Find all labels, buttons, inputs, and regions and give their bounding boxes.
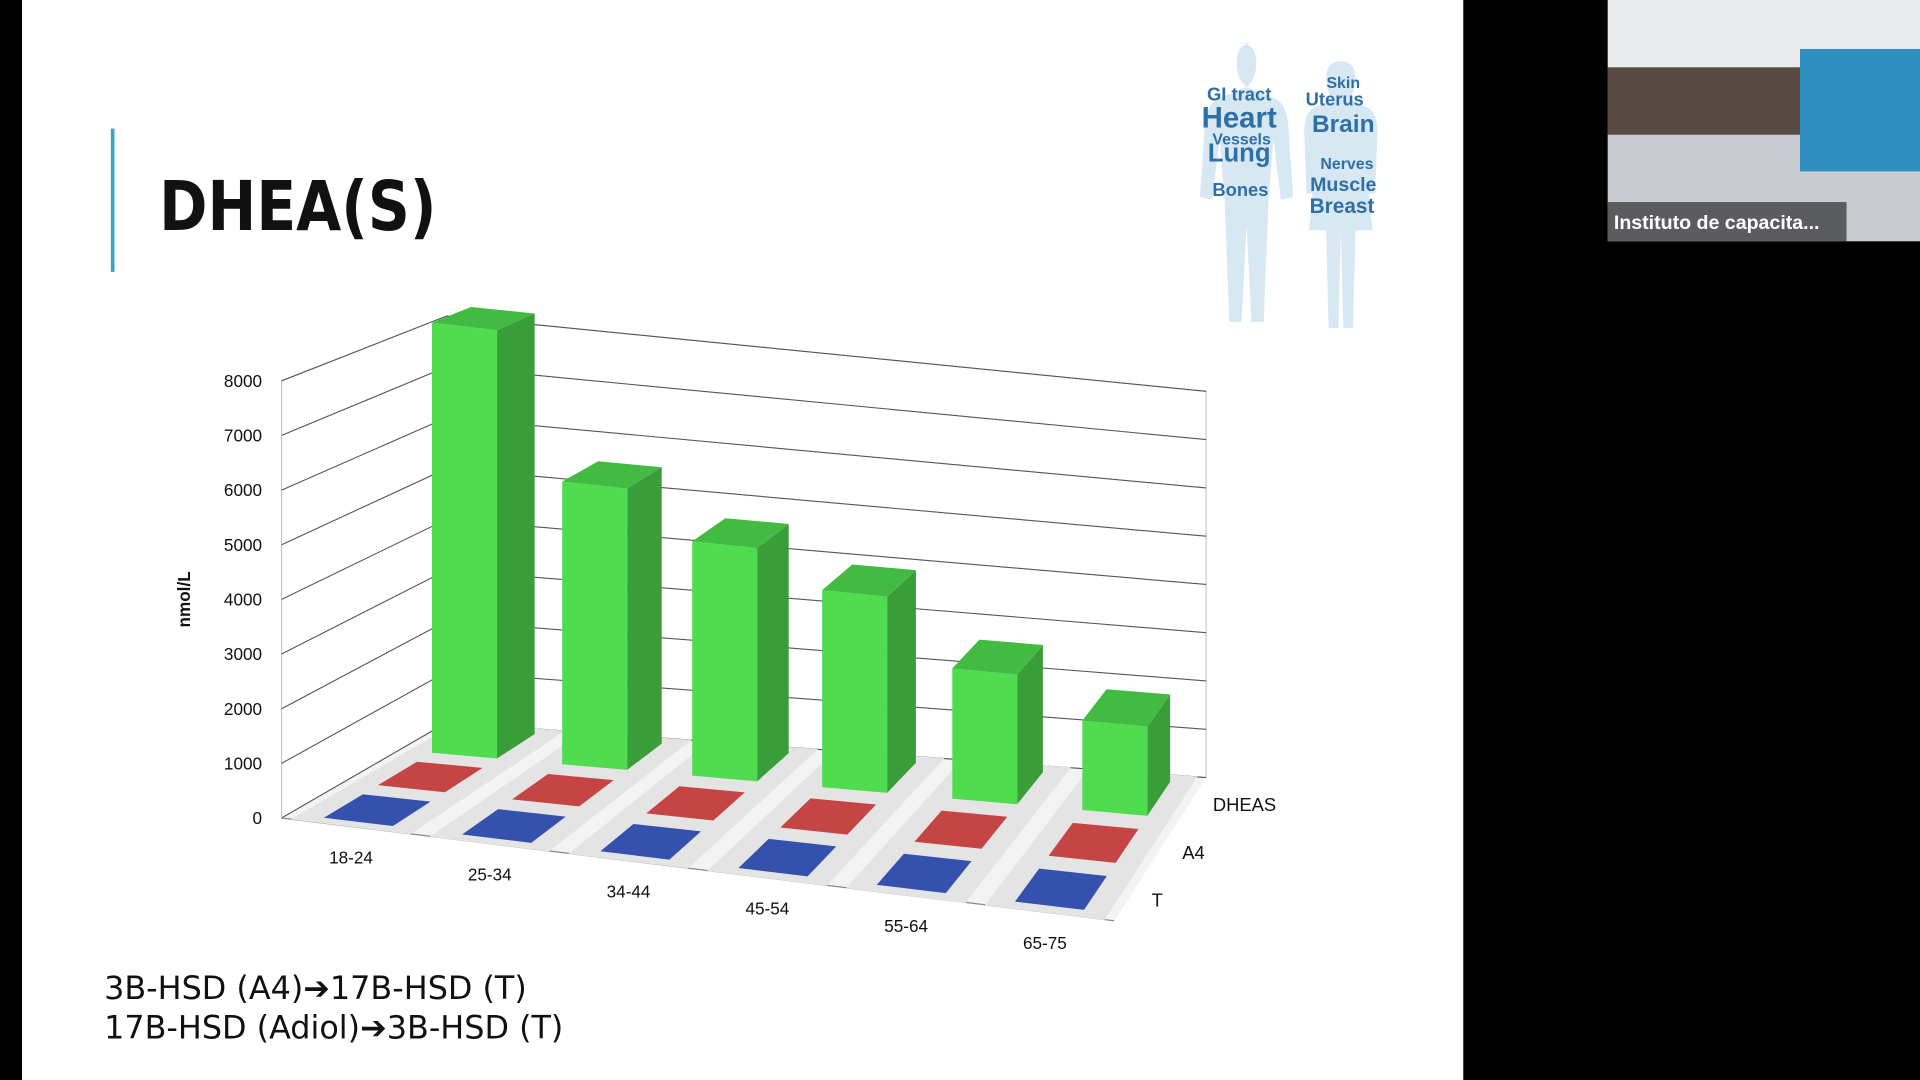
x-tick-label: 55-64 [884, 916, 928, 936]
y-tick-label: 1000 [224, 753, 262, 773]
bar-side [497, 313, 535, 759]
note: 3B-HSD (A4)➔17B-HSD (T) [104, 969, 527, 1007]
bar-top [952, 639, 1043, 675]
note: 17B-HSD (Adiol)➔3B-HSD (T) [104, 1008, 563, 1046]
bar-top [738, 838, 837, 877]
bar-side [1147, 694, 1171, 816]
series-label: T [1152, 890, 1163, 911]
chart: 0 1000 2000 3000 4000 5000 6000 7000 8000 nmol/L 1… [174, 306, 1276, 953]
x-axis [281, 817, 1115, 922]
bar-top [822, 564, 916, 597]
word-cloud-word: Vessels [1212, 131, 1271, 148]
y-tick-label: 4000 [224, 590, 262, 610]
word-cloud-word: Breast [1310, 195, 1375, 218]
y-tick-label: 5000 [224, 535, 262, 555]
x-tick-label: 34-44 [607, 882, 651, 902]
bar [692, 541, 758, 782]
series-label: A4 [1182, 842, 1204, 863]
bar [562, 481, 628, 770]
word-cloud-word: Nerves [1320, 156, 1373, 173]
bar-side [1017, 644, 1043, 805]
bar-top [1048, 822, 1139, 863]
grid-line [281, 315, 1207, 392]
video-tile-label: Instituto de capacita... [1614, 212, 1820, 234]
bar-top [876, 853, 972, 894]
bar-top [692, 518, 789, 549]
y-tick-label: 8000 [224, 371, 262, 391]
bar [822, 590, 888, 793]
word-cloud-word: Skin [1326, 75, 1360, 92]
bar-top [1082, 689, 1171, 727]
y-tick-label: 7000 [224, 426, 262, 446]
bar-side [627, 467, 662, 770]
bar-side [887, 570, 916, 793]
slide-title: DHEA(S) [159, 168, 436, 248]
bar [1082, 720, 1148, 816]
x-tick-label: 18-24 [329, 847, 373, 867]
y-tick-label: 3000 [224, 644, 262, 664]
bar-top [1014, 868, 1107, 910]
y-tick-label: 2000 [224, 699, 262, 719]
bar-top [600, 823, 702, 860]
bar-top [323, 794, 431, 827]
bar-top [914, 810, 1008, 849]
x-tick-label: 25-34 [468, 864, 512, 884]
word-cloud-word: Lung [1208, 140, 1271, 168]
word-cloud-word: Muscle [1310, 174, 1376, 196]
x-tick-label: 65-75 [1023, 933, 1067, 953]
word-cloud-word: Uterus [1306, 88, 1364, 109]
bar-top [462, 809, 566, 843]
word-cloud-figures [1200, 42, 1378, 329]
word-cloud-word: GI tract [1207, 83, 1271, 104]
y-tick-label: 6000 [224, 480, 262, 500]
word-cloud-word: Bones [1212, 179, 1268, 200]
word-cloud-word: Brain [1312, 111, 1375, 138]
bar [432, 322, 498, 759]
bar-top [562, 461, 662, 489]
bar-top [432, 306, 535, 331]
bar-top [780, 798, 877, 835]
series-label: DHEAS [1213, 794, 1276, 815]
y-axis-title: nmol/L [174, 571, 194, 627]
x-tick-label: 45-54 [745, 899, 789, 919]
y-tick-label: 0 [253, 808, 263, 828]
bar [952, 668, 1018, 805]
bar-side [757, 523, 789, 782]
video-tile: Instituto de capacita... [1607, 0, 1920, 242]
bar-top [646, 786, 745, 821]
bar-top [512, 774, 614, 807]
word-cloud-word: Heart [1202, 101, 1277, 134]
bar-top [378, 761, 483, 793]
